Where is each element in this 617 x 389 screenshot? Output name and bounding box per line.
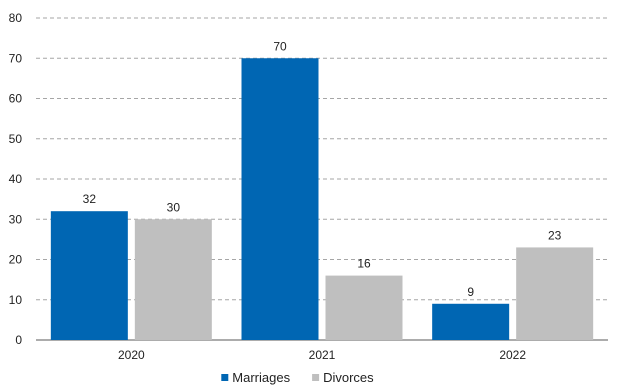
legend-label-marriages: Marriages <box>232 370 290 385</box>
data-label: 16 <box>357 257 371 271</box>
y-tick-label: 10 <box>9 293 23 307</box>
y-tick-label: 0 <box>15 333 22 347</box>
bar-marriages-2021 <box>241 58 319 340</box>
bar-divorces-2020 <box>134 219 212 340</box>
legend-swatch-divorces <box>312 374 320 381</box>
bar-divorces-2022 <box>516 247 594 340</box>
legend: Marriages Divorces <box>221 370 374 385</box>
data-labels: 32 30 70 16 9 23 <box>83 39 562 299</box>
y-tick-label: 70 <box>9 51 23 65</box>
y-tick-label: 60 <box>9 92 23 106</box>
gridlines <box>36 17 608 341</box>
legend-label-divorces: Divorces <box>323 370 374 385</box>
bar-marriages-2020 <box>50 211 128 340</box>
legend-swatch-marriages <box>221 374 229 381</box>
y-axis-tick-labels: 0 10 20 30 40 50 60 70 80 <box>9 11 23 347</box>
x-tick-label: 2020 <box>118 348 145 362</box>
y-tick-label: 20 <box>9 253 23 267</box>
data-label: 30 <box>167 200 181 214</box>
x-axis-tick-labels: 2020 2021 2022 <box>118 348 526 362</box>
bar-divorces-2021 <box>325 275 403 340</box>
data-label: 9 <box>467 285 474 299</box>
bars <box>50 58 594 340</box>
y-tick-label: 30 <box>9 212 23 226</box>
bar-marriages-2022 <box>432 303 510 340</box>
y-tick-label: 80 <box>9 11 23 25</box>
data-label: 32 <box>83 192 97 206</box>
x-tick-label: 2022 <box>499 348 526 362</box>
y-tick-label: 50 <box>9 132 23 146</box>
x-tick-label: 2021 <box>309 348 336 362</box>
data-label: 70 <box>273 39 287 53</box>
data-label: 23 <box>548 228 562 242</box>
y-tick-label: 40 <box>9 172 23 186</box>
